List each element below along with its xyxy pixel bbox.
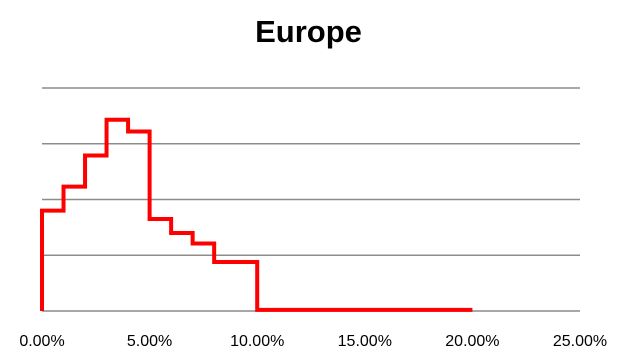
x-tick-label: 10.00%: [230, 333, 284, 350]
chart-title: Europe: [255, 14, 362, 49]
x-tick-label: 25.00%: [553, 333, 607, 350]
x-tick-label: 5.00%: [127, 333, 172, 350]
series-line: [40, 117, 473, 312]
x-tick-label: 15.00%: [338, 333, 392, 350]
x-tick-label: 0.00%: [19, 333, 64, 350]
x-tick-label: 20.00%: [445, 333, 499, 350]
